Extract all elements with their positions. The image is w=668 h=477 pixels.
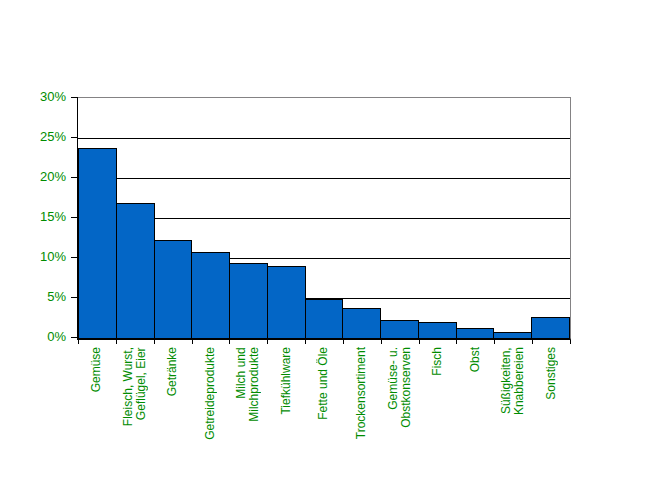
x-tick-mark xyxy=(154,340,155,344)
bar xyxy=(531,317,570,338)
bar xyxy=(493,332,532,338)
x-axis-category-label: Getreideprodukte xyxy=(204,347,217,440)
x-axis-label-cell: Gemüse xyxy=(78,347,116,475)
x-axis-label-cell: Fleisch, Wurst, Geflügel, Eier xyxy=(116,347,154,475)
y-axis-labels: 0%5%10%15%20%25%30% xyxy=(0,97,66,338)
x-axis-category-label: Trockensortiment xyxy=(355,347,368,439)
x-axis-category-label: Getränke xyxy=(166,347,179,396)
x-axis-label-cell: Milch und Milchprodukte xyxy=(229,347,267,475)
x-axis-category-label: Gemüse xyxy=(90,347,103,392)
y-tick-mark xyxy=(71,97,78,98)
y-tick-mark xyxy=(71,257,78,258)
y-axis-tick-label: 20% xyxy=(0,169,66,185)
x-axis-label-cell: Obst xyxy=(456,347,494,475)
x-axis-ticks xyxy=(78,340,571,344)
x-tick-mark xyxy=(192,340,193,344)
bar xyxy=(342,308,381,338)
y-tick-mark xyxy=(71,137,78,138)
x-axis-label-cell: Getreideprodukte xyxy=(192,347,230,475)
bar-chart: 0% 5% 10% 15% 20% 25% 30% Gemüse Fleisch, Wurst… xyxy=(0,0,668,477)
bar xyxy=(380,320,419,338)
x-tick-mark xyxy=(494,340,495,344)
y-axis-ticks xyxy=(71,97,78,339)
bar xyxy=(116,203,155,338)
x-axis-labels: Gemüse Fleisch, Wurst, Geflügel, Eier Getr… xyxy=(78,347,570,475)
x-axis-category-label: Obst xyxy=(469,347,482,372)
bar xyxy=(154,240,193,338)
y-tick-mark xyxy=(71,177,78,178)
x-tick-mark xyxy=(419,340,420,344)
x-axis-category-label: Milch und Milchprodukte xyxy=(235,347,261,422)
x-axis-category-label: Gemüse- u. Obstkonserven xyxy=(387,347,413,428)
x-axis-label-cell: Süßigkeiten, Knabbereien xyxy=(494,347,532,475)
x-tick-mark xyxy=(343,340,344,344)
y-axis-tick-label: 10% xyxy=(0,249,66,265)
x-tick-mark xyxy=(116,340,117,344)
y-axis-tick-label: 15% xyxy=(0,209,66,225)
x-tick-mark xyxy=(570,340,571,344)
x-axis-category-label: Fette und Öle xyxy=(317,347,330,420)
x-axis-category-label: Süßigkeiten, Knabbereien xyxy=(500,347,526,415)
x-axis-category-label: Fisch xyxy=(431,347,444,376)
x-tick-mark xyxy=(305,340,306,344)
y-axis-tick-label: 30% xyxy=(0,89,66,105)
y-tick-mark xyxy=(71,337,78,338)
x-axis-label-cell: Fisch xyxy=(419,347,457,475)
bar xyxy=(305,299,344,338)
bars-group xyxy=(78,98,570,338)
x-tick-mark xyxy=(78,340,79,344)
bar xyxy=(229,263,268,338)
x-axis-label-cell: Getränke xyxy=(154,347,192,475)
x-tick-mark xyxy=(381,340,382,344)
x-axis-category-label: Fleisch, Wurst, Geflügel, Eier xyxy=(122,347,148,426)
x-tick-mark xyxy=(456,340,457,344)
plot-area xyxy=(77,97,571,340)
y-tick-mark xyxy=(71,297,78,298)
y-tick-mark xyxy=(71,217,78,218)
bar xyxy=(267,266,306,338)
x-tick-mark xyxy=(229,340,230,344)
x-tick-mark xyxy=(267,340,268,344)
y-axis-tick-label: 0% xyxy=(0,329,66,345)
x-axis-category-label: Sonstiges xyxy=(545,347,558,400)
bar xyxy=(78,148,117,338)
x-axis-category-label: Tiefkühlware xyxy=(280,347,293,415)
y-axis-tick-label: 25% xyxy=(0,129,66,145)
y-axis-tick-label: 5% xyxy=(0,289,66,305)
x-axis-label-cell: Fette und Öle xyxy=(305,347,343,475)
x-axis-label-cell: Sonstiges xyxy=(532,347,570,475)
x-axis-label-cell: Gemüse- u. Obstkonserven xyxy=(381,347,419,475)
bar xyxy=(191,252,230,338)
x-axis-label-cell: Trockensortiment xyxy=(343,347,381,475)
x-axis-label-cell: Tiefkühlware xyxy=(267,347,305,475)
bar xyxy=(456,328,495,338)
x-tick-mark xyxy=(532,340,533,344)
bar xyxy=(418,322,457,338)
